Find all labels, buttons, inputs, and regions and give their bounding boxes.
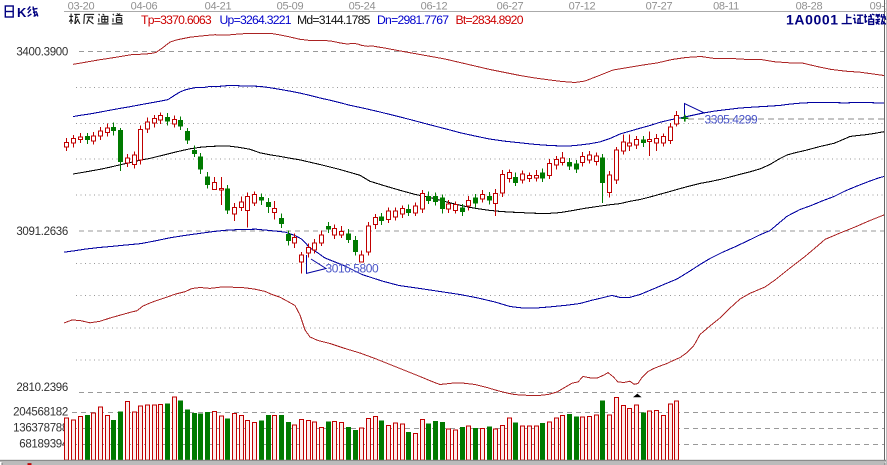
- svg-text:3305.4299: 3305.4299: [705, 113, 758, 127]
- svg-text:Md=3144.1785: Md=3144.1785: [297, 13, 371, 27]
- svg-text:2810.2396: 2810.2396: [16, 382, 68, 394]
- svg-text:07-27: 07-27: [646, 1, 673, 13]
- svg-text:3400.3900: 3400.3900: [16, 46, 68, 58]
- svg-text:03-20: 03-20: [68, 1, 95, 13]
- svg-text:1A0001: 1A0001: [786, 12, 839, 28]
- svg-text:3091.2636: 3091.2636: [16, 226, 68, 238]
- svg-text:Dn=2981.7767: Dn=2981.7767: [377, 13, 449, 27]
- svg-text:05-24: 05-24: [349, 1, 376, 13]
- svg-text:08-28: 08-28: [796, 1, 823, 13]
- svg-text:136378788: 136378788: [13, 422, 68, 434]
- svg-text:Bt=2834.8920: Bt=2834.8920: [456, 13, 524, 27]
- svg-text:68189394: 68189394: [19, 438, 69, 450]
- svg-text:Up=3264.3221: Up=3264.3221: [220, 13, 292, 27]
- svg-text:04-21: 04-21: [205, 1, 232, 13]
- svg-text:K: K: [17, 5, 27, 20]
- svg-text:06-12: 06-12: [421, 1, 448, 13]
- svg-text:Tp=3370.6063: Tp=3370.6063: [141, 13, 212, 27]
- svg-text:204568182: 204568182: [13, 407, 68, 419]
- svg-text:05-09: 05-09: [277, 1, 304, 13]
- svg-text:09-12: 09-12: [870, 1, 887, 13]
- svg-text:3016.5800: 3016.5800: [326, 262, 379, 276]
- svg-text:06-27: 06-27: [497, 1, 524, 13]
- svg-text:07-12: 07-12: [569, 1, 596, 13]
- svg-text:08-11: 08-11: [713, 1, 739, 13]
- svg-text:04-06: 04-06: [131, 1, 158, 13]
